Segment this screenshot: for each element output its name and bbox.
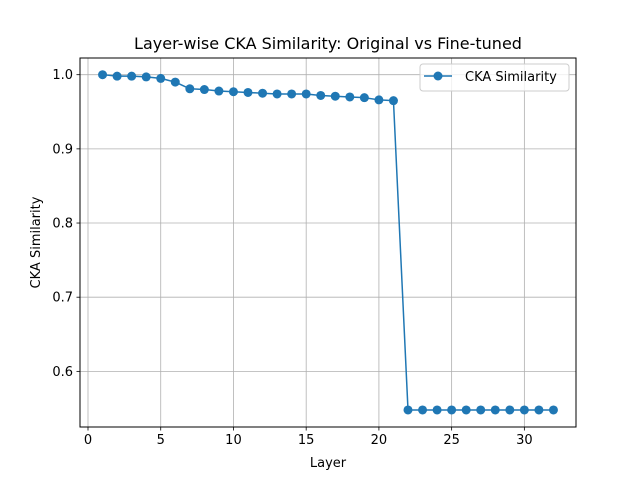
data-point	[127, 71, 137, 81]
data-point	[359, 93, 369, 103]
x-tick-label: 0	[84, 433, 92, 448]
data-point	[156, 73, 166, 83]
data-point	[228, 87, 238, 97]
data-point	[548, 405, 558, 415]
data-point	[141, 72, 151, 82]
x-tick-label: 30	[516, 433, 533, 448]
y-tick-label: 0.7	[52, 291, 73, 306]
data-point	[403, 405, 413, 415]
data-point	[98, 70, 108, 80]
plot-frame	[79, 57, 577, 428]
data-point	[272, 89, 282, 99]
series-layer	[98, 70, 558, 415]
data-point	[243, 87, 253, 97]
ticks: 0 5 10 15 20 25 30 0.6 0.7 0.8 0.9 1.0	[52, 68, 532, 448]
data-point	[345, 92, 355, 102]
data-point	[258, 88, 268, 98]
data-point	[185, 84, 195, 94]
data-point	[505, 405, 515, 415]
chart-title: Layer-wise CKA Similarity: Original vs F…	[134, 34, 522, 53]
data-point	[461, 405, 471, 415]
y-tick-label: 0.9	[52, 142, 73, 157]
data-point	[330, 91, 340, 101]
data-point	[214, 86, 224, 96]
data-point	[432, 405, 442, 415]
data-point	[301, 89, 311, 99]
data-point	[112, 71, 122, 81]
y-tick-label: 1.0	[52, 68, 73, 83]
legend-marker-swatch	[433, 71, 443, 81]
data-point	[490, 405, 500, 415]
data-point	[519, 405, 529, 415]
data-point	[447, 405, 457, 415]
data-point	[287, 89, 297, 99]
data-point	[199, 85, 209, 95]
x-tick-label: 25	[443, 433, 460, 448]
y-axis-label: CKA Similarity	[29, 196, 44, 288]
data-point	[316, 90, 326, 100]
data-point	[374, 95, 384, 105]
data-point	[388, 96, 398, 106]
x-tick-label: 20	[371, 433, 388, 448]
y-tick-label: 0.6	[52, 365, 73, 380]
x-tick-label: 15	[298, 433, 315, 448]
grid	[80, 58, 576, 427]
data-point	[418, 405, 428, 415]
data-point	[476, 405, 486, 415]
legend-entry-cka-similarity: CKA Similarity	[465, 70, 557, 85]
x-tick-label: 5	[157, 433, 165, 448]
data-point	[534, 405, 544, 415]
legend: CKA Similarity	[419, 63, 570, 92]
data-point	[170, 77, 180, 87]
x-axis-label: Layer	[310, 456, 347, 471]
x-tick-label: 10	[225, 433, 242, 448]
legend-box	[419, 63, 570, 92]
y-tick-label: 0.8	[52, 217, 73, 232]
